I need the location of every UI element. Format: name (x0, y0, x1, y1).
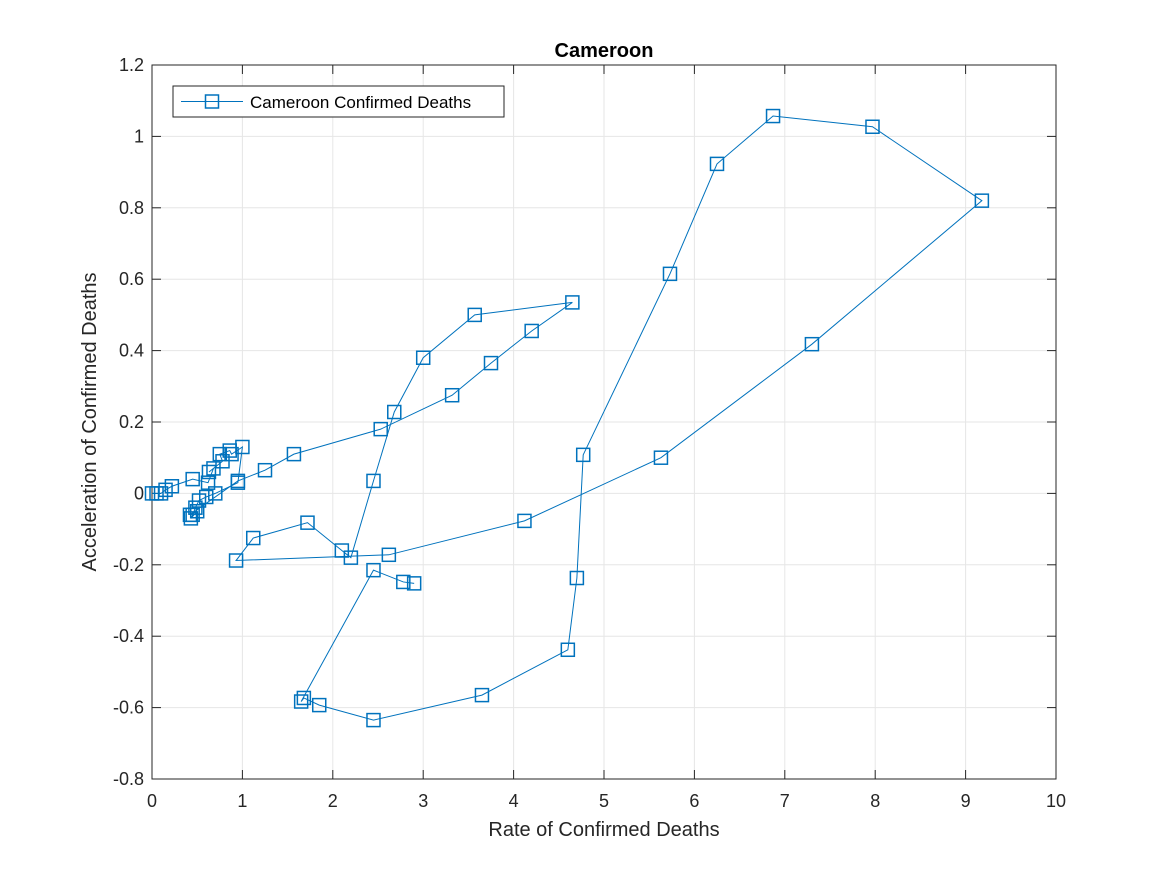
data-point-marker (569, 570, 585, 586)
data-point-marker (575, 447, 591, 463)
data-point-marker (381, 547, 397, 563)
x-tick-label: 9 (961, 791, 971, 811)
data-point-marker (300, 515, 315, 530)
data-point-marker (474, 687, 490, 703)
y-tick-label: -0.8 (113, 769, 144, 789)
data-point-marker (230, 473, 246, 489)
data-point-marker (709, 156, 725, 172)
data-point-marker (865, 119, 880, 135)
y-tick-label: -0.4 (113, 626, 144, 646)
data-point-marker (311, 697, 327, 713)
data-point-marker (524, 323, 539, 339)
data-point-marker (396, 574, 411, 590)
data-point-marker (373, 421, 388, 437)
data-point-marker (296, 690, 312, 706)
data-point-marker (334, 543, 350, 558)
y-tick-label: 1.2 (119, 55, 144, 75)
data-point-marker (235, 439, 250, 455)
data-point-marker (560, 642, 576, 658)
data-point-marker (415, 350, 431, 365)
data-point-marker (444, 387, 460, 403)
legend-entry-label: Cameroon Confirmed Deaths (250, 93, 471, 112)
y-tick-label: -0.6 (113, 698, 144, 718)
data-point-marker (293, 694, 309, 709)
data-point-marker (662, 266, 678, 282)
x-tick-label: 4 (509, 791, 519, 811)
y-tick-label: 0.6 (119, 269, 144, 289)
y-tick-label: 0.2 (119, 412, 144, 432)
x-tick-label: 8 (870, 791, 880, 811)
chart-title: Cameroon (555, 40, 654, 62)
x-tick-label: 3 (418, 791, 428, 811)
y-tick-label: -0.2 (113, 555, 144, 575)
data-point-marker (387, 404, 402, 420)
data-point-marker (366, 562, 381, 578)
data-point-marker (286, 446, 302, 462)
data-point-marker (208, 486, 223, 501)
data-point-marker (517, 513, 532, 529)
x-tick-label: 10 (1046, 791, 1066, 811)
data-point-marker (201, 464, 217, 480)
legend: Cameroon Confirmed Deaths (172, 85, 505, 118)
x-tick-label: 7 (780, 791, 790, 811)
data-point-marker (366, 712, 381, 728)
data-point-marker (467, 307, 482, 323)
data-series (144, 108, 990, 728)
data-point-marker (804, 336, 820, 352)
data-point-marker (182, 507, 198, 523)
x-tick-label: 2 (328, 791, 338, 811)
data-point-marker (257, 462, 273, 478)
data-point-marker (483, 355, 499, 371)
axis-ticks: 0 1 2 3 4 5 6 7 8 9 10 -0.8 -0.6 -0.4 -0.2 0 0.2 0.4 0.6 0.… (113, 55, 1066, 811)
data-point-marker (164, 479, 180, 494)
y-axis-label: Acceleration of Confirmed Deaths (79, 272, 101, 571)
x-axis-label: Rate of Confirmed Deaths (488, 819, 719, 841)
y-tick-label: 0.4 (119, 341, 144, 361)
data-point-marker (366, 473, 381, 489)
data-point-marker (765, 108, 781, 124)
legend-square-marker (204, 94, 220, 109)
data-point-marker (228, 553, 244, 568)
data-point-marker (245, 530, 261, 546)
x-tick-label: 5 (599, 791, 609, 811)
data-point-marker (974, 193, 990, 208)
data-point-marker (653, 450, 669, 465)
data-point-marker (565, 295, 580, 310)
y-tick-label: 1 (134, 126, 144, 146)
y-tick-label: 0.8 (119, 198, 144, 218)
x-tick-label: 0 (147, 791, 157, 811)
data-point-marker (406, 576, 422, 591)
data-point-marker (185, 471, 200, 487)
data-point-marker (212, 446, 228, 462)
x-tick-label: 1 (237, 791, 247, 811)
x-tick-label: 6 (689, 791, 699, 811)
y-tick-label: 0 (134, 483, 144, 503)
